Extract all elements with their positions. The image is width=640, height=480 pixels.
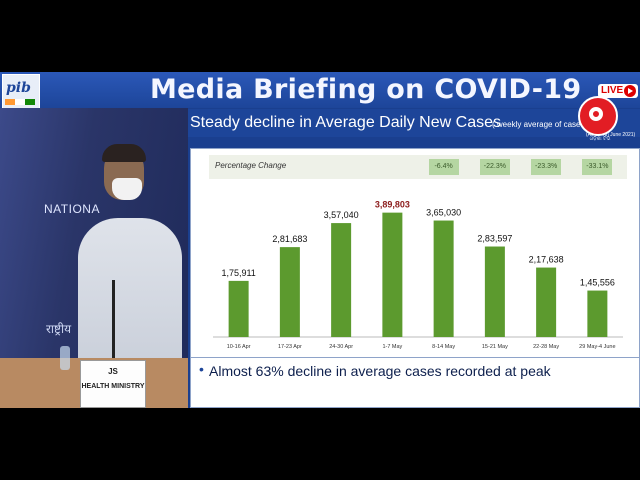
bar-0	[228, 280, 249, 337]
nameplate: JS HEALTH MINISTRY	[80, 360, 146, 408]
speaker-video: NATIONA राष्ट्रीय JS HEALTH MINISTRY	[0, 108, 188, 408]
bar-4	[433, 220, 454, 337]
slide-note: ( weekly average of case	[492, 120, 581, 129]
bar-7	[587, 290, 608, 337]
channel-logo	[578, 96, 618, 136]
bar-value-label-2: 3,57,040	[324, 210, 359, 220]
banner-title: Media Briefing on COVID-19	[150, 74, 582, 105]
percentage-change-pill-2: -23.3%	[531, 159, 562, 175]
bar-value-label-7: 1,45,556	[580, 278, 615, 288]
bar-value-label-3: 3,89,803	[375, 200, 410, 210]
x-tick-label-4: 8-14 May	[432, 344, 455, 350]
backdrop-hindi-text: राष्ट्रीय	[46, 322, 72, 336]
percentage-change-pill-1: -22.3%	[479, 159, 510, 175]
slide-title: Steady decline in Average Daily New Case…	[190, 114, 501, 131]
bullet-point: • Almost 63% decline in average cases re…	[191, 357, 639, 382]
x-tick-label-1: 17-23 Apr	[278, 344, 302, 350]
bar-3	[382, 212, 403, 337]
pib-logo: pib	[2, 74, 40, 110]
bar-5	[484, 246, 505, 337]
backdrop-text: NATIONA	[44, 202, 100, 216]
percentage-change-band: Percentage Change -6.4% -22.3% -23.3% -33.1…	[209, 155, 627, 179]
bar-1	[279, 247, 300, 337]
live-badge: LIVE	[598, 84, 638, 98]
bar-6	[536, 267, 557, 337]
briefing-banner: pib Media Briefing on COVID-19	[0, 72, 640, 110]
play-icon	[624, 85, 636, 97]
bar-chart: 1,75,911 10-16 Apr 2,81,683 17-23 Apr 3,57,0…	[213, 200, 623, 350]
face-mask	[112, 178, 142, 200]
bar-value-label-6: 2,17,638	[529, 255, 564, 265]
percentage-change-pill-3: -33.1%	[582, 159, 613, 175]
flag-icon	[5, 99, 35, 105]
water-bottle	[60, 346, 70, 370]
bullet-icon: •	[199, 361, 204, 377]
pib-logo-text: pib	[6, 80, 31, 96]
x-tick-label-7: 29 May-4 June	[579, 344, 615, 350]
channel-logo-ring-icon	[589, 107, 603, 121]
bullet-text: Almost 63% decline in average cases reco…	[209, 363, 551, 379]
bar-value-label-4: 3,65,030	[426, 208, 461, 218]
x-tick-label-6: 22-28 May	[533, 344, 559, 350]
speaker-hair	[102, 144, 146, 162]
nameplate-title: HEALTH MINISTRY	[81, 383, 145, 390]
slide-header: Steady decline in Average Daily New Case…	[188, 109, 640, 138]
percentage-change-label: Percentage Change	[215, 161, 287, 170]
bar-value-label-5: 2,83,597	[477, 234, 512, 244]
x-tick-label-2: 24-30 Apr	[329, 344, 353, 350]
x-tick-label-3: 1-7 May	[382, 344, 402, 350]
x-tick-label-5: 15-21 May	[482, 344, 508, 350]
microphone-icon	[112, 280, 115, 370]
bar-value-label-1: 2,81,683	[272, 234, 307, 244]
slide-as-of: (As on 4th June 2021)	[586, 132, 636, 138]
broadcast-frame: pib Media Briefing on COVID-19 NATIONA र…	[0, 72, 640, 408]
nameplate-initials: JS	[108, 367, 118, 376]
bar-value-label-0: 1,75,911	[221, 268, 255, 278]
channel-subtitle: ଓଡ଼ିଶା ଟିଭି	[589, 136, 611, 142]
live-label: LIVE	[601, 85, 624, 96]
bar-2	[331, 223, 352, 337]
percentage-change-pill-0: -6.4%	[428, 159, 459, 175]
chart-panel: Percentage Change -6.4% -22.3% -23.3% -33.1…	[190, 148, 640, 408]
x-tick-label-0: 10-16 Apr	[227, 344, 251, 350]
